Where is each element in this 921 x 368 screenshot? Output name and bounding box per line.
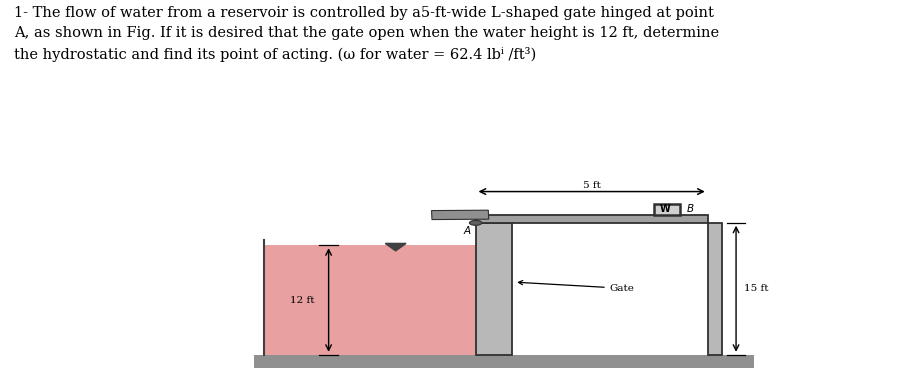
Text: W: W bbox=[659, 205, 670, 215]
Bar bbox=[264, 245, 475, 355]
Text: Gate: Gate bbox=[519, 280, 635, 293]
Bar bbox=[254, 355, 754, 368]
Text: 12 ft: 12 ft bbox=[290, 296, 314, 305]
Polygon shape bbox=[385, 243, 406, 251]
Text: 1- The flow of water from a reservoir is controlled by a5-ft-wide L-shaped gate : 1- The flow of water from a reservoir is… bbox=[14, 6, 719, 61]
Bar bbox=[475, 215, 707, 223]
Text: 5 ft: 5 ft bbox=[583, 181, 600, 190]
Circle shape bbox=[470, 220, 482, 225]
Text: B: B bbox=[686, 205, 694, 215]
Text: 15 ft: 15 ft bbox=[744, 284, 768, 293]
Text: A: A bbox=[463, 226, 471, 236]
Bar bbox=[707, 223, 722, 355]
Bar bbox=[654, 204, 681, 215]
Polygon shape bbox=[432, 210, 489, 220]
Bar bbox=[475, 223, 512, 355]
